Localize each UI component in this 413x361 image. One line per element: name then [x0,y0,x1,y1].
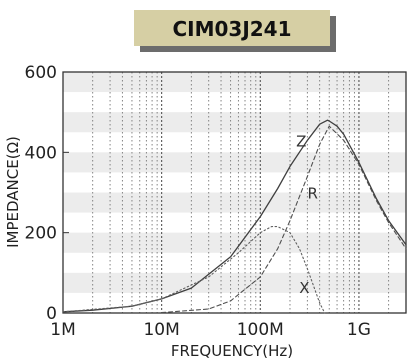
y-tick-label: 600 [25,63,57,83]
chart-title-group: CIM03J241 [134,10,336,52]
plot-band [63,152,406,173]
x-tick-label: 10M [143,320,179,340]
series-label-r: R [307,185,317,203]
y-tick-label: 0 [46,304,57,324]
plot-frame [62,71,407,314]
series-r-line [161,125,407,314]
y-tick-label: 200 [25,224,57,244]
x-tick-label: 100M [237,320,284,340]
series-labels: Z R X [296,132,318,297]
title-box [134,10,330,46]
plot-band [63,192,406,213]
plot-bands [63,72,406,293]
series-label-x: X [299,279,309,297]
plot-band [63,72,406,93]
y-axis-title: IMPEDANCE(Ω) [4,136,22,248]
plot-band [63,112,406,133]
y-tick-label: 400 [25,143,57,163]
plot-band [63,272,406,293]
x-axis-ticks: 1M 10M 100M 1G [50,320,371,340]
chart-title: CIM03J241 [172,17,291,41]
vertical-grid [92,72,390,313]
x-tick-label: 1M [50,320,75,340]
y-axis-ticks: 0 200 400 600 [25,63,69,324]
plot-band [63,232,406,253]
series-layer [62,119,407,314]
x-axis-title: FREQUENCY(Hz) [171,342,293,360]
series-label-z: Z [296,132,306,150]
x-tick-label: 1G [347,320,371,340]
series-x-line [62,226,326,314]
